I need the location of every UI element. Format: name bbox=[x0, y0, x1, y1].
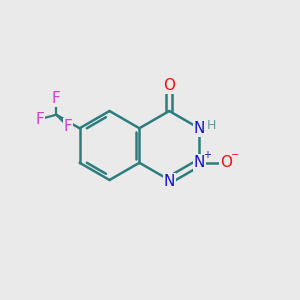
Text: O: O bbox=[163, 78, 175, 93]
Text: H: H bbox=[207, 119, 216, 132]
Text: F: F bbox=[52, 91, 61, 106]
Text: N: N bbox=[164, 174, 175, 189]
Text: −: − bbox=[231, 150, 239, 160]
Text: O: O bbox=[220, 155, 232, 170]
Text: F: F bbox=[36, 112, 45, 127]
Text: N: N bbox=[194, 121, 205, 136]
Text: +: + bbox=[203, 150, 211, 160]
Text: N: N bbox=[194, 155, 205, 170]
Text: F: F bbox=[64, 119, 72, 134]
